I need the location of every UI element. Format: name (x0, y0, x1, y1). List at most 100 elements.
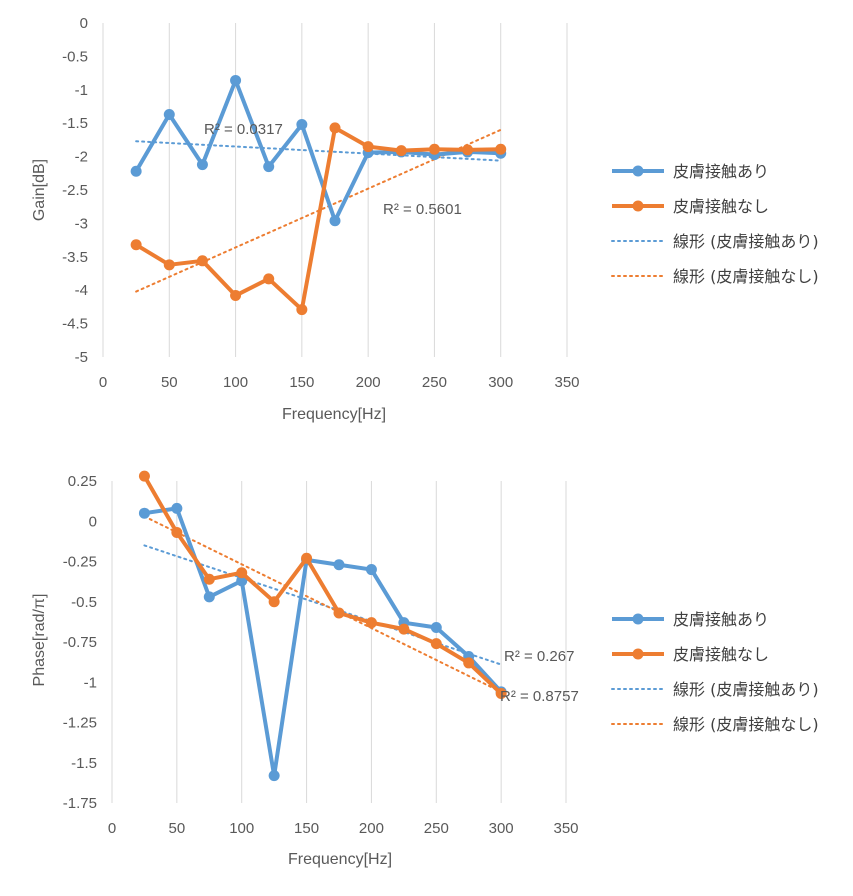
gain-series-line-contact (134, 78, 501, 223)
gain-legend-label: 線形 (皮膚接触なし) (673, 267, 819, 286)
phase-point-no-contact (268, 596, 280, 608)
phase-x-tick-label: 300 (489, 820, 514, 837)
phase-x-tick-label: 50 (169, 820, 186, 837)
gain-y-axis-title: Gain[dB] (31, 159, 48, 221)
gain-point-contact (163, 109, 175, 121)
gain-y-tick-label: -4 (75, 282, 88, 299)
gain-legend-swatch-marker (632, 165, 644, 177)
phase-y-tick-label: -1.25 (63, 715, 97, 732)
phase-x-tick-label: 0 (108, 820, 116, 837)
phase-legend-label: 皮膚接触なし (673, 645, 769, 664)
gain-x-tick-label: 100 (223, 374, 248, 391)
phase-x-tick-label: 200 (359, 820, 384, 837)
gain-r2-label-no-contact: R² = 0.5601 (383, 201, 462, 218)
gain-point-no-contact (296, 304, 308, 316)
gain-point-no-contact (362, 141, 374, 153)
phase-x-tick-label: 100 (229, 820, 254, 837)
gain-legend-label: 線形 (皮膚接触あり) (673, 232, 819, 251)
phase-y-tick-label: 0 (89, 513, 97, 530)
gain-point-no-contact (130, 239, 142, 251)
gain-point-contact (296, 119, 308, 131)
phase-point-no-contact (203, 573, 215, 585)
gain-point-contact (130, 165, 142, 177)
gain-point-no-contact (395, 145, 407, 157)
gain-x-tick-label: 200 (356, 374, 381, 391)
gain-y-tick-label: -4.5 (62, 316, 88, 333)
gain-y-tick-label: -3.5 (62, 249, 88, 266)
gain-legend-label: 皮膚接触なし (673, 197, 769, 216)
gain-y-tick-label: -0.5 (62, 48, 88, 65)
phase-legend-swatch-marker (632, 613, 644, 625)
gain-y-tick-label: -1 (75, 82, 88, 99)
gain-series-line-no-contact (135, 125, 501, 312)
gain-chart: Frequency[Hz] Gain[dB] 0 50 100 150 200 250 30… (31, 15, 819, 423)
phase-point-contact (236, 575, 248, 587)
phase-point-contact (365, 564, 377, 576)
phase-legend-label: 線形 (皮膚接触あり) (673, 680, 819, 699)
phase-legend-label: 線形 (皮膚接触なし) (673, 715, 819, 734)
gain-y-tick-label: -1.5 (62, 115, 88, 132)
phase-y-axis-title: Phase[rad/π] (31, 594, 48, 687)
phase-point-no-contact (495, 688, 507, 700)
phase-y-tick-label: -0.5 (71, 594, 97, 611)
gain-legend-swatch-marker (632, 200, 644, 212)
phase-point-no-contact (138, 470, 150, 482)
gain-point-no-contact (462, 144, 474, 156)
gain-r2-label-contact: R² = 0.0317 (204, 121, 283, 138)
phase-x-tick-label: 150 (294, 820, 319, 837)
phase-point-no-contact (171, 527, 183, 539)
phase-point-no-contact (365, 617, 377, 629)
phase-x-tick-label: 250 (424, 820, 449, 837)
phase-x-axis-title: Frequency[Hz] (288, 851, 392, 868)
phase-point-contact (171, 502, 183, 514)
gain-point-contact (263, 161, 275, 173)
gain-y-tick-label: -2.5 (62, 182, 88, 199)
phase-chart: Frequency[Hz] Phase[rad/π] 0 50 100 150 200 2… (31, 470, 819, 868)
gain-x-tick-label: 50 (161, 374, 178, 391)
gain-point-no-contact (495, 143, 507, 155)
phase-point-no-contact (236, 567, 248, 579)
phase-point-no-contact (430, 638, 442, 650)
phase-point-contact (333, 559, 345, 571)
gain-trendline-contact (135, 140, 502, 162)
phase-trendline-no-contact (143, 515, 503, 693)
gain-point-no-contact (163, 259, 175, 271)
gain-point-contact (329, 215, 341, 227)
gain-y-tick-label: -3 (75, 215, 88, 232)
gain-point-no-contact (329, 122, 341, 134)
phase-point-no-contact (301, 552, 313, 564)
phase-r2-label-no-contact: R² = 0.8757 (500, 688, 579, 705)
phase-y-tick-label: 0.25 (68, 473, 97, 490)
gain-point-contact (230, 74, 242, 86)
gain-y-tick-label: -2 (75, 149, 88, 166)
gain-x-tick-label: 300 (488, 374, 513, 391)
phase-series-line-contact (144, 506, 503, 778)
phase-point-contact (430, 622, 442, 634)
gain-point-no-contact (230, 290, 242, 302)
gain-legend-label: 皮膚接触あり (673, 162, 769, 181)
gain-y-tick-label: 0 (80, 15, 88, 32)
gain-point-no-contact (428, 143, 440, 155)
phase-y-tick-label: -0.75 (63, 634, 97, 651)
phase-legend-label: 皮膚接触あり (673, 610, 769, 629)
gain-point-contact (196, 159, 208, 171)
gain-point-no-contact (196, 255, 208, 267)
phase-point-no-contact (463, 657, 475, 669)
gain-point-no-contact (263, 273, 275, 285)
phase-y-tick-label: -1.5 (71, 755, 97, 772)
phase-y-tick-label: -1.75 (63, 795, 97, 812)
phase-y-tick-label: -0.25 (63, 554, 97, 571)
gain-x-axis-title: Frequency[Hz] (282, 406, 386, 423)
phase-point-contact (268, 770, 280, 782)
phase-legend-swatch-marker (632, 648, 644, 660)
phase-point-contact (203, 591, 215, 603)
phase-series-line-no-contact (142, 475, 503, 695)
gain-x-tick-label: 350 (554, 374, 579, 391)
gain-x-tick-label: 150 (289, 374, 314, 391)
phase-point-contact (138, 507, 150, 519)
phase-point-no-contact (333, 607, 345, 619)
phase-point-no-contact (398, 623, 410, 635)
